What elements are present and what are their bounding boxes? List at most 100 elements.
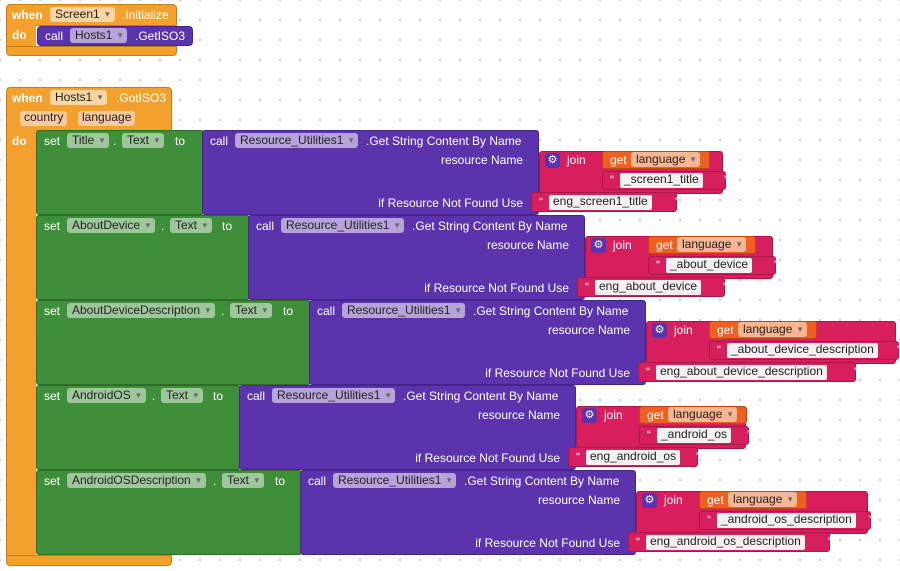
join-label: join	[674, 323, 693, 337]
dot-separator: .	[152, 389, 156, 403]
property-dropdown[interactable]: Text	[230, 303, 273, 318]
event-hosts1-gotiso3-bottom	[6, 555, 172, 566]
variable-dropdown-language[interactable]: language	[677, 237, 747, 252]
component-dropdown[interactable]: AndroidOSDescription	[67, 473, 206, 488]
component-dropdown-screen1[interactable]: Screen1	[50, 7, 115, 22]
variable-dropdown-language[interactable]: language	[668, 407, 738, 422]
open-quote: “	[539, 195, 543, 209]
method-get-string-content: .Get String Content By Name	[412, 219, 568, 233]
dot-separator: .	[161, 219, 165, 233]
event-hosts1-gotiso3-body	[6, 130, 36, 560]
get-label: get	[656, 238, 673, 252]
call-label: call	[308, 474, 327, 488]
do-label: do	[12, 28, 27, 42]
join-label: join	[613, 238, 632, 252]
gear-icon[interactable]: ⚙	[545, 153, 560, 168]
resource-name-label: resource Name	[486, 238, 569, 252]
resource-name-label: resource Name	[477, 408, 560, 422]
close-quote: ”	[747, 428, 751, 442]
resource-component-dropdown[interactable]: Resource_Utilities1	[342, 303, 466, 318]
component-dropdown[interactable]: AndroidOS	[67, 388, 146, 403]
resource-name-label: resource Name	[440, 153, 523, 167]
close-quote: ”	[723, 280, 727, 294]
param-country[interactable]: country	[20, 111, 68, 126]
when-label-2: when	[12, 91, 43, 105]
when-label: when	[12, 8, 43, 22]
set-label: set	[44, 474, 61, 488]
call-label: call	[256, 219, 275, 233]
variable-dropdown-language[interactable]: language	[631, 152, 701, 167]
set-label: set	[44, 304, 61, 318]
get-label: get	[647, 408, 664, 422]
open-quote: “	[707, 513, 711, 527]
close-quote: ”	[854, 365, 858, 379]
open-quote: “	[585, 280, 589, 294]
method-get-string-content: .Get String Content By Name	[473, 304, 629, 318]
open-quote: “	[610, 173, 614, 187]
not-found-label: if Resource Not Found Use	[485, 366, 630, 380]
gear-icon[interactable]: ⚙	[652, 323, 667, 338]
resource-component-dropdown[interactable]: Resource_Utilities1	[333, 473, 457, 488]
method-get-string-content: .Get String Content By Name	[464, 474, 620, 488]
property-dropdown[interactable]: Text	[161, 388, 204, 403]
to-label: to	[275, 474, 286, 488]
method-get-string-content: .Get String Content By Name	[403, 389, 559, 403]
resource-component-dropdown[interactable]: Resource_Utilities1	[235, 133, 359, 148]
text-literal-suffix[interactable]: _screen1_title	[620, 173, 703, 188]
resource-name-label: resource Name	[547, 323, 630, 337]
dot-separator: .	[221, 304, 225, 318]
property-dropdown[interactable]: Text	[222, 473, 265, 488]
call-get-string-content[interactable]	[309, 300, 646, 385]
gear-icon[interactable]: ⚙	[642, 493, 657, 508]
component-dropdown-hosts1[interactable]: Hosts1	[70, 28, 128, 43]
event-screen1-initialize-body	[6, 25, 36, 47]
not-found-label: if Resource Not Found Use	[378, 196, 523, 210]
event-name-gotiso3: .GotISO3	[116, 91, 167, 105]
join-label: join	[567, 153, 586, 167]
get-label: get	[717, 323, 734, 337]
text-literal-suffix[interactable]: _android_os	[657, 428, 732, 443]
close-quote: ”	[828, 535, 832, 549]
gear-icon[interactable]: ⚙	[582, 408, 597, 423]
get-label: get	[610, 153, 627, 167]
property-dropdown[interactable]: Text	[170, 218, 213, 233]
close-quote: ”	[869, 513, 873, 527]
set-label: set	[44, 219, 61, 233]
component-dropdown[interactable]: AboutDevice	[67, 218, 156, 233]
dot-separator: .	[113, 134, 117, 148]
open-quote: “	[656, 258, 660, 272]
not-found-label: if Resource Not Found Use	[475, 536, 620, 550]
to-label: to	[222, 219, 233, 233]
param-language[interactable]: language	[78, 111, 136, 126]
call-label: call	[247, 389, 266, 403]
component-dropdown[interactable]: Title	[67, 133, 110, 148]
set-label: set	[44, 134, 61, 148]
gear-icon[interactable]: ⚙	[591, 238, 606, 253]
close-quote: ”	[897, 343, 900, 357]
setter-block[interactable]	[36, 130, 204, 215]
resource-name-label: resource Name	[537, 493, 620, 507]
get-label: get	[707, 493, 724, 507]
component-dropdown-hosts1-event[interactable]: Hosts1	[50, 90, 108, 105]
variable-dropdown-language[interactable]: language	[738, 322, 808, 337]
resource-component-dropdown[interactable]: Resource_Utilities1	[281, 218, 405, 233]
open-quote: “	[646, 365, 650, 379]
component-dropdown[interactable]: AboutDeviceDescription	[67, 303, 216, 318]
resource-component-dropdown[interactable]: Resource_Utilities1	[272, 388, 396, 403]
text-literal-fallback[interactable]: eng_android_os_description	[646, 535, 805, 550]
property-dropdown[interactable]: Text	[122, 133, 165, 148]
to-label: to	[213, 389, 224, 403]
open-quote: “	[717, 343, 721, 357]
variable-dropdown-language[interactable]: language	[728, 492, 798, 507]
text-literal-fallback[interactable]: eng_android_os	[586, 450, 681, 465]
text-literal-fallback[interactable]: eng_screen1_title	[549, 195, 652, 210]
not-found-label: if Resource Not Found Use	[424, 281, 569, 295]
join-label: join	[664, 493, 683, 507]
event-name-initialize: .Initialize	[122, 8, 169, 22]
text-literal-suffix[interactable]: _android_os_description	[717, 513, 856, 528]
text-literal-fallback[interactable]: eng_about_device_description	[656, 365, 827, 380]
text-literal-fallback[interactable]: eng_about_device	[595, 280, 702, 295]
text-literal-suffix[interactable]: _about_device	[666, 258, 753, 273]
open-quote: “	[647, 428, 651, 442]
text-literal-suffix[interactable]: _about_device_description	[727, 343, 878, 358]
